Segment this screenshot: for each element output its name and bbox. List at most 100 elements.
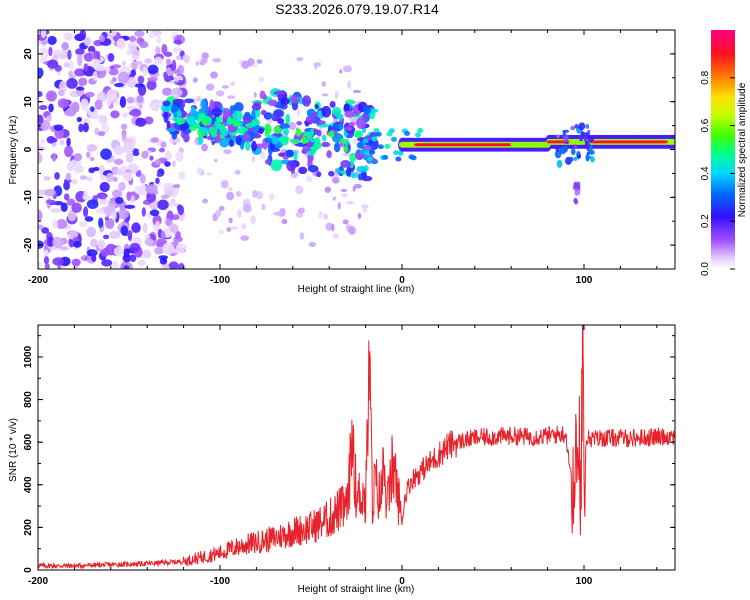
spectrogram-cell bbox=[353, 183, 362, 189]
spectrogram-cell bbox=[149, 209, 160, 217]
colorbar: 0.0 0.2 0.4 0.6 0.8 Normalized spectral ampl… bbox=[700, 30, 748, 276]
spectrogram-cell bbox=[587, 129, 591, 133]
spectrogram-cell bbox=[315, 120, 326, 125]
spectrogram-cell bbox=[663, 140, 669, 144]
spectrogram-x-label: Height of straight line (km) bbox=[298, 284, 415, 295]
spectrogram-cell bbox=[313, 137, 321, 146]
spectrogram-cell bbox=[185, 115, 196, 125]
spectrogram-cell bbox=[52, 257, 64, 266]
spectrogram-cell bbox=[584, 132, 591, 136]
spectrogram-cell bbox=[377, 144, 384, 150]
spectrogram-cell bbox=[78, 221, 88, 228]
spectrogram-cell bbox=[94, 99, 103, 110]
spectrogram-cell bbox=[160, 141, 167, 149]
spectrogram-cell bbox=[585, 153, 590, 162]
y-tick-label: -20 bbox=[23, 237, 34, 252]
spectrogram-cell bbox=[353, 130, 364, 139]
spectrogram-cell bbox=[171, 131, 178, 140]
spectrogram-cell bbox=[286, 149, 294, 158]
colorbar-ticks: 0.0 0.2 0.4 0.6 0.8 bbox=[700, 70, 735, 276]
spectrogram-cell bbox=[296, 57, 304, 62]
spectrogram-cell bbox=[154, 56, 163, 66]
spectrogram-cell bbox=[344, 110, 355, 118]
spectrogram-cell bbox=[142, 222, 148, 234]
spectrogram-cell bbox=[574, 124, 579, 129]
spectrogram-cell bbox=[101, 259, 113, 267]
spectrogram-cell bbox=[90, 238, 98, 248]
spectrogram-cell bbox=[556, 159, 563, 168]
spectrogram-cell bbox=[232, 121, 241, 127]
spectrogram-cell bbox=[357, 212, 362, 219]
spectrogram-cell bbox=[43, 249, 49, 257]
spectrogram-cell bbox=[328, 170, 335, 177]
spectrogram-cell bbox=[562, 131, 566, 138]
spectrogram-cell bbox=[155, 220, 160, 231]
spectrogram-cell bbox=[577, 154, 582, 158]
x-tick-label: 100 bbox=[576, 275, 593, 286]
spectrogram-cell bbox=[98, 217, 104, 228]
spectrogram-cell bbox=[235, 136, 242, 146]
spectrogram-cell bbox=[160, 231, 166, 239]
spectrogram-cell bbox=[336, 113, 344, 120]
spectrogram-cell bbox=[172, 99, 184, 104]
spectrogram-cell bbox=[122, 253, 132, 263]
spectrogram-cell bbox=[176, 117, 183, 126]
spectrogram-cell bbox=[573, 156, 578, 161]
spectrogram-cell bbox=[98, 34, 106, 43]
spectrogram-cell bbox=[61, 42, 69, 51]
spectrogram-cell bbox=[93, 50, 99, 61]
spectrogram-cell bbox=[40, 138, 45, 144]
spectrogram-cell bbox=[47, 35, 57, 45]
spectrogram-cell bbox=[384, 143, 391, 149]
x-tick-label: 0 bbox=[399, 275, 405, 286]
spectrogram-cell bbox=[109, 230, 121, 239]
spectrogram-cell bbox=[195, 61, 200, 66]
spectrogram-cell bbox=[585, 124, 590, 129]
spectrogram-cell bbox=[123, 142, 135, 154]
spectrogram-cell bbox=[111, 189, 123, 198]
spectrogram-cell bbox=[139, 173, 146, 184]
spectrogram-cell bbox=[154, 159, 161, 166]
spectrogram-cell bbox=[252, 119, 261, 126]
spectrogram-cell bbox=[362, 113, 370, 120]
snr-x-label: Height of straight line (km) bbox=[298, 584, 415, 595]
spectrogram-cell bbox=[99, 181, 110, 193]
spectrogram-cell bbox=[251, 140, 257, 152]
spectrogram-cell bbox=[127, 41, 138, 52]
spectrogram-cell bbox=[569, 156, 574, 162]
spectrogram-cell bbox=[307, 165, 319, 173]
spectrogram-cell bbox=[545, 143, 551, 147]
spectrogram-cell bbox=[45, 199, 56, 204]
spectrogram-cell bbox=[141, 181, 146, 193]
spectrogram-cell bbox=[356, 165, 368, 173]
spectrogram-cell bbox=[271, 117, 281, 122]
spectrogram-cell bbox=[66, 137, 71, 148]
spectrogram-cell bbox=[150, 137, 160, 143]
spectrogram-cell bbox=[64, 32, 74, 41]
spectrogram-cell bbox=[228, 187, 233, 192]
spectrogram-cell bbox=[53, 124, 64, 131]
spectrogram-cell bbox=[120, 165, 127, 174]
spectrogram-cell bbox=[334, 90, 339, 100]
spectrogram-cell bbox=[122, 60, 127, 67]
spectrogram-cell bbox=[135, 117, 147, 127]
spectrogram-cell bbox=[273, 125, 282, 134]
spectrogram-cell bbox=[295, 128, 302, 137]
spectrogram-cell bbox=[154, 247, 164, 255]
spectrogram-cell bbox=[273, 211, 282, 216]
spectrogram-cell bbox=[671, 138, 675, 145]
spectrogram-cell bbox=[339, 69, 343, 74]
spectrogram-cell bbox=[397, 150, 404, 156]
spectrogram-cell bbox=[324, 186, 331, 193]
spectrogram-cell bbox=[293, 151, 298, 161]
spectrogram-cell bbox=[337, 202, 341, 210]
spectrogram-cell bbox=[142, 249, 152, 259]
spectrogram-cell bbox=[226, 226, 232, 233]
spectrogram-cell bbox=[47, 59, 59, 69]
spectrogram-cell bbox=[52, 236, 64, 249]
y-tick-label: 1000 bbox=[23, 345, 34, 368]
spectrogram-cell bbox=[54, 172, 60, 180]
y-tick-label: 400 bbox=[23, 476, 34, 493]
spectrogram-cell bbox=[83, 36, 91, 47]
spectrogram-cell bbox=[349, 152, 357, 162]
